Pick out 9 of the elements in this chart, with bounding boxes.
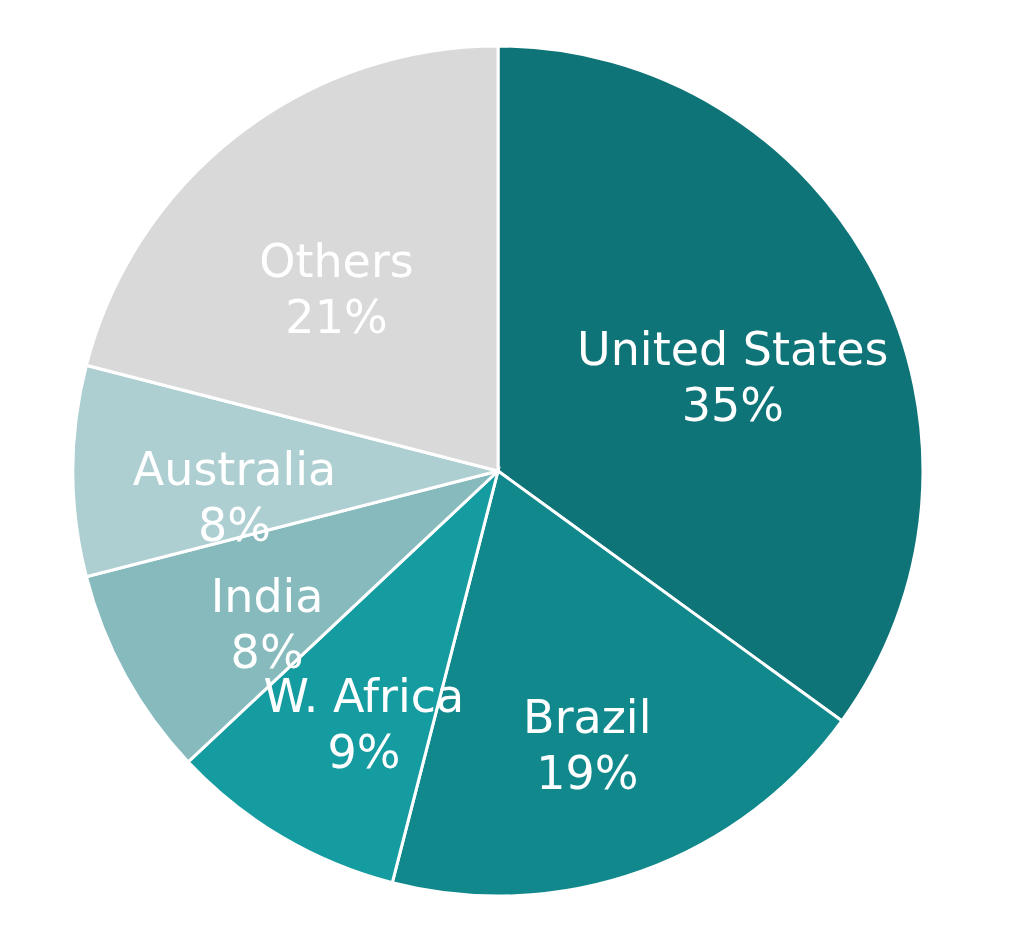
data-label: 8% [230,624,304,679]
slice-label: Australia [132,442,337,496]
data-label: 9% [327,724,401,779]
slice-label: Brazil [523,689,652,744]
data-label: 35% [681,378,784,433]
slice-label: India [210,568,324,623]
data-label: 8% [198,498,271,552]
data-label: 19% [536,745,639,800]
slice-label: United States [577,322,889,377]
